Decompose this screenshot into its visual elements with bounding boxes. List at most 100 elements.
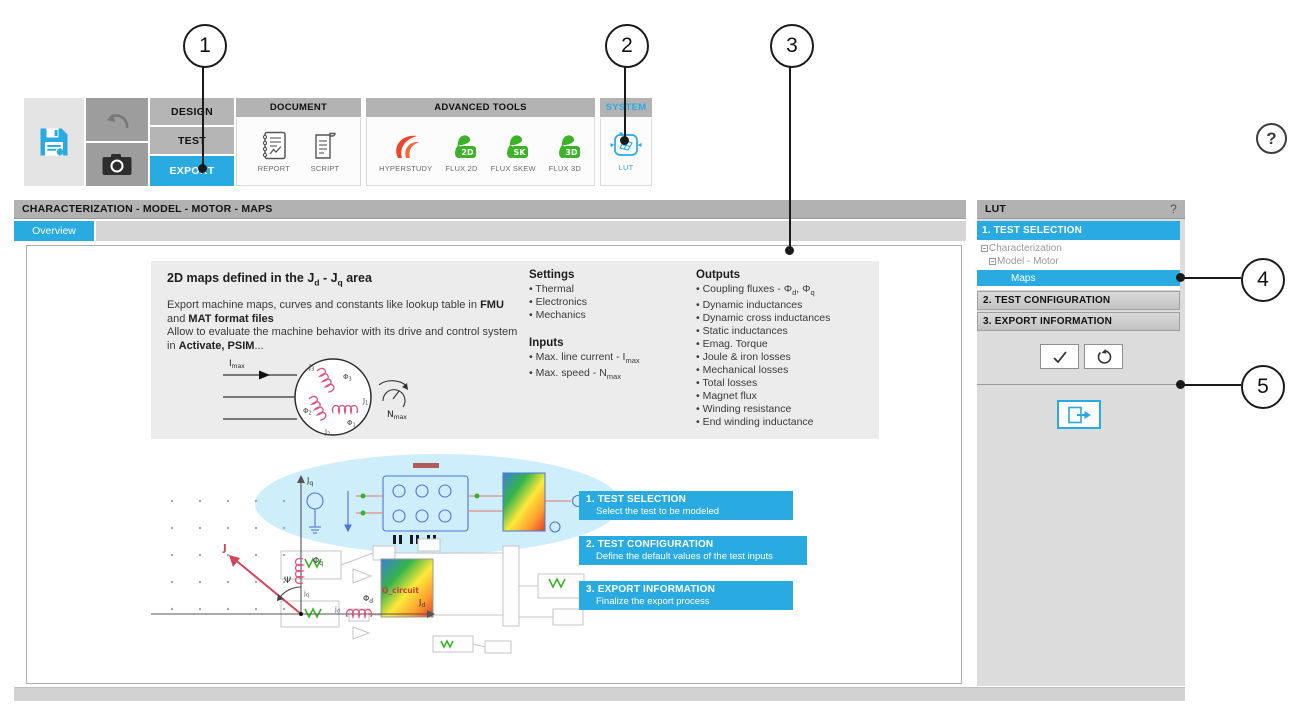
imax-label: I [229,359,232,369]
svg-text:jq: jq [303,589,309,599]
advanced-tools-title: ADVANCED TOOLS [434,102,527,113]
svg-text:J3: J3 [308,363,314,373]
callout-1: 1 [183,24,227,68]
apply-button[interactable] [1040,344,1079,369]
document-group-title: DOCUMENT [269,102,328,113]
svg-text:Jd: Jd [418,598,425,609]
system-schematic-artwork: Q_circuit [255,454,621,654]
tab-test[interactable]: TEST [150,127,234,154]
section-test-configuration[interactable]: 2. TEST CONFIGURATION [977,291,1180,310]
outputs-heading: Outputs [696,269,741,281]
report-icon [262,131,286,159]
svg-text:Φ2: Φ2 [303,407,312,417]
undo-arrow-icon [107,113,129,128]
svg-text:Φd: Φd [363,594,373,605]
callout-3-line [789,64,791,251]
phi-d-label: Φ [363,594,369,603]
tab-design[interactable]: DESIGN [150,98,234,125]
lut-panel-title: LUT [985,203,1007,215]
save-button[interactable] [24,98,84,186]
flux2d-fan-icon: 2D [455,134,477,158]
tab-overview-label: Overview [32,225,76,237]
flux3d-label: FLUX 3D [548,163,581,173]
psi-angle-label: Ψ [284,576,291,586]
save-icon [40,128,68,156]
document-group-body: REPORT SCRIPT [236,118,361,186]
callout-2: 2 [605,24,649,68]
flux2d-badge: 2D [462,148,475,157]
flux3d-badge: 3D [565,148,578,157]
settings-heading: Settings [529,269,575,281]
export-lut-button[interactable] [1057,400,1101,429]
jq-axis-label: J [306,476,309,485]
document-group-header: DOCUMENT [236,98,361,118]
script-icon [315,132,336,159]
hyperstudy-label: HYPERSTUDY [379,163,433,173]
collapse-icon[interactable] [981,245,988,252]
tab-export[interactable]: EXPORT [150,156,234,186]
callout-5-line [1184,384,1241,386]
report-button[interactable]: REPORT [258,131,290,173]
jd-axis-label: J [418,598,421,607]
tab-strip [96,221,966,241]
lut-help-icon[interactable]: ? [1170,202,1177,216]
svg-text:Nmax: Nmax [387,410,407,421]
callout-4-line [1184,277,1241,279]
svg-text:Φ3: Φ3 [343,373,352,383]
camera-icon [102,153,132,175]
help-question-mark: ? [1266,128,1277,148]
callout-4: 4 [1241,258,1285,302]
inputs-block: Inputs Max. line current - Imax Max. spe… [529,337,640,383]
section-export-information[interactable]: 3. EXPORT INFORMATION [977,312,1180,331]
tree-node-model-motor[interactable]: Model - Motor [989,256,1059,267]
inputs-heading: Inputs [529,337,564,349]
flux2d-label: FLUX 2D [445,163,478,173]
hyperstudy-button[interactable]: HYPERSTUDY [379,131,432,173]
callout-5-dot [1176,380,1185,389]
test-tree: Characterization Model - Motor Maps [977,240,1180,290]
fluxskew-button[interactable]: SK FLUX SKEW [491,131,536,173]
page-title-text: CHARACTERIZATION - MODEL - MOTOR - MAPS [22,203,273,215]
export-icon [1068,406,1091,423]
tab-overview[interactable]: Overview [14,221,94,241]
flux2d-button[interactable]: 2D FLUX 2D [444,131,478,173]
current-vector-label: J [222,543,227,554]
callout-1-dot [198,164,207,173]
phi-q-label: Φ [313,556,319,565]
reset-button[interactable] [1084,344,1123,369]
collapse-icon[interactable] [989,258,996,265]
tab-design-label: DESIGN [170,105,214,118]
system-group-header: SYSTEM [600,98,652,118]
flux3d-fan-icon: 3D [558,134,580,158]
tree-node-maps-selected[interactable]: Maps [977,270,1180,286]
svg-text:jd: jd [334,605,340,615]
script-button[interactable]: SCRIPT [311,131,340,173]
screenshot-button[interactable] [86,143,148,186]
tree-node-characterization[interactable]: Characterization [981,243,1062,254]
info-panel: 2D maps defined in the Jd - Jq area Expo… [151,261,879,439]
section-test-selection[interactable]: 1. TEST SELECTION [977,221,1180,240]
lut-panel-header: LUT ? [977,200,1185,219]
outputs-block: Outputs Coupling fluxes - Φd, Φq Dynamic… [696,269,830,429]
svg-text:Φq: Φq [313,556,323,567]
q-circuit-label: Q_circuit [382,586,419,595]
fluxskew-fan-icon: SK [507,134,529,158]
svg-text:J1: J1 [362,397,368,407]
system-group-body: LUT [600,118,652,186]
banner-test-configuration: 2. TEST CONFIGURATION Define the default… [579,536,807,565]
lut-label: LUT [618,162,634,172]
tab-export-label: EXPORT [169,165,215,177]
nmax-label: N [387,410,394,420]
report-label: REPORT [257,163,290,173]
undo-button[interactable] [86,98,148,141]
fluxskew-label: FLUX SKEW [490,163,536,173]
svg-text:Jq: Jq [306,476,313,487]
help-button[interactable]: ? [1256,123,1287,154]
svg-text:J2: J2 [324,428,330,437]
banner-export-information: 3. EXPORT INFORMATION Finalize the expor… [579,581,793,610]
overview-content: 2D maps defined in the Jd - Jq area Expo… [26,245,962,684]
info-title: 2D maps defined in the Jd - Jq area [167,271,372,288]
hyperstudy-icon [395,135,419,158]
flux3d-button[interactable]: 3D FLUX 3D [548,131,582,173]
